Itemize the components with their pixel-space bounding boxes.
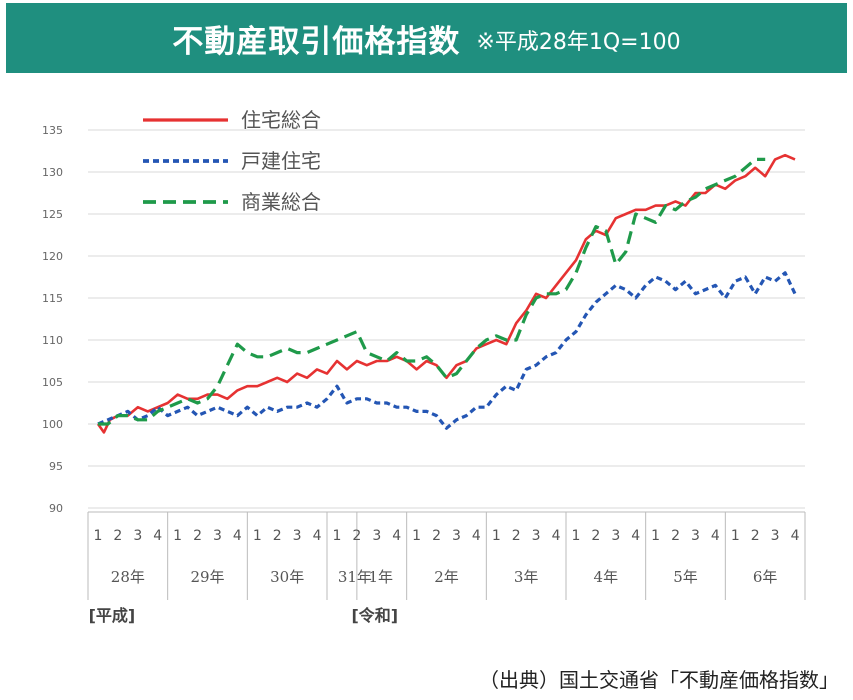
- y-tick-label: 125: [42, 208, 63, 221]
- quarter-label: 3: [771, 528, 780, 544]
- era-label: [平成]: [89, 606, 136, 625]
- quarter-label: 4: [392, 528, 401, 544]
- quarter-label: 3: [293, 528, 302, 544]
- quarter-label: 4: [552, 528, 561, 544]
- quarter-label: 4: [153, 528, 162, 544]
- quarter-label: 1: [332, 528, 341, 544]
- page-title: 不動産取引価格指数: [172, 23, 461, 60]
- quarter-label: 2: [512, 528, 521, 544]
- year-label: 5年: [673, 568, 698, 586]
- year-label: 1年: [369, 568, 394, 586]
- legend-label: 戸建住宅: [241, 149, 321, 173]
- title-banner: 不動産取引価格指数 ※平成28年1Q=100: [6, 3, 847, 73]
- quarter-label: 3: [611, 528, 620, 544]
- series-line-2: [97, 271, 797, 430]
- quarter-label: 4: [631, 528, 640, 544]
- legend-label: 商業総合: [241, 190, 321, 214]
- quarter-label: 4: [791, 528, 800, 544]
- y-tick-label: 95: [49, 460, 63, 473]
- year-label: 2年: [434, 568, 459, 586]
- quarter-label: 2: [432, 528, 441, 544]
- series-line-1: [96, 153, 796, 434]
- year-label: 29年: [190, 568, 224, 586]
- quarter-label: 3: [133, 528, 142, 544]
- y-tick-label: 105: [42, 376, 63, 389]
- y-tick-label: 135: [42, 124, 63, 137]
- year-label: 6年: [753, 568, 778, 586]
- series-line-3: [98, 157, 766, 426]
- quarter-label: 1: [173, 528, 182, 544]
- year-label: 30年: [270, 568, 304, 586]
- quarter-label: 2: [591, 528, 600, 544]
- quarter-label: 1: [412, 528, 421, 544]
- quarter-label: 2: [193, 528, 202, 544]
- quarter-label: 4: [313, 528, 322, 544]
- quarter-label: 3: [372, 528, 381, 544]
- quarter-label: 3: [213, 528, 222, 544]
- quarter-label: 1: [571, 528, 580, 544]
- y-tick-label: 120: [42, 250, 63, 263]
- y-tick-label: 130: [42, 166, 63, 179]
- base-note: ※平成28年1Q=100: [476, 30, 681, 55]
- quarter-label: 2: [352, 528, 361, 544]
- quarter-label: 3: [532, 528, 541, 544]
- quarter-label: 2: [273, 528, 282, 544]
- y-tick-label: 100: [42, 418, 63, 431]
- year-label: 31年: [338, 568, 372, 586]
- quarter-label: 4: [711, 528, 720, 544]
- quarter-label: 3: [452, 528, 461, 544]
- year-label: 28年: [111, 568, 145, 586]
- quarter-label: 1: [93, 528, 102, 544]
- quarter-label: 1: [651, 528, 660, 544]
- quarter-label: 4: [233, 528, 242, 544]
- quarter-label: 1: [253, 528, 262, 544]
- quarter-label: 1: [492, 528, 501, 544]
- y-tick-label: 110: [42, 334, 63, 347]
- quarter-label: 1: [731, 528, 740, 544]
- quarter-label: 4: [472, 528, 481, 544]
- y-tick-label: 115: [42, 292, 63, 305]
- year-label: 3年: [514, 568, 539, 586]
- era-label: [令和]: [351, 606, 398, 625]
- source-citation: （出典）国土交通省「不動産価格指数」: [479, 668, 839, 692]
- year-label: 4年: [594, 568, 619, 586]
- legend-label: 住宅総合: [241, 108, 321, 132]
- y-tick-label: 90: [49, 502, 63, 515]
- quarter-label: 2: [751, 528, 760, 544]
- quarter-label: 2: [113, 528, 122, 544]
- quarter-label: 2: [671, 528, 680, 544]
- quarter-label: 3: [691, 528, 700, 544]
